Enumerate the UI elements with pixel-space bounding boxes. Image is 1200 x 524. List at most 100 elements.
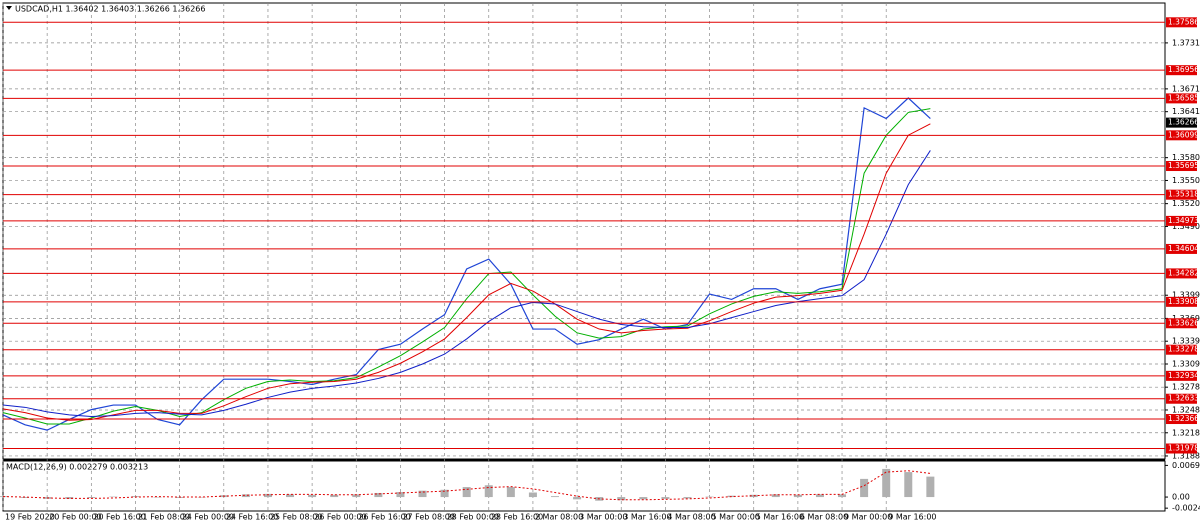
y-tick-label: 1.36410	[1172, 107, 1200, 116]
macd-bar	[21, 497, 30, 498]
macd-bar	[286, 494, 295, 498]
macd-bar	[396, 492, 405, 498]
x-tick-label: 4 Mar 08:00	[667, 513, 715, 522]
level-label-bg	[1166, 161, 1197, 172]
y-tick-label: 1.32785	[1172, 383, 1200, 392]
level-label: 1.31978	[1168, 444, 1199, 453]
level-label-bg	[1166, 243, 1197, 254]
x-tick-label: 28 Feb 16:00	[491, 513, 543, 522]
x-tick-label: 6 Mar 08:00	[800, 513, 848, 522]
macd-bar	[815, 494, 824, 498]
x-tick-label: 25 Feb 08:00	[270, 513, 322, 522]
macd-bar	[374, 492, 383, 498]
macd-bar	[109, 496, 118, 498]
macd-bar	[793, 494, 802, 498]
level-label: 1.35318	[1168, 190, 1199, 199]
y-tick-label: 1.32185	[1172, 428, 1200, 437]
moving-average	[2, 123, 931, 421]
level-label-bg	[1166, 344, 1197, 355]
chart-title: USDCAD,H1 1.36402 1.36403 1.36266 1.3626…	[15, 5, 205, 14]
level-label-bg	[1166, 414, 1197, 425]
y-tick-label: 1.32485	[1172, 405, 1200, 414]
x-tick-label: 9 Mar 00:00	[844, 513, 892, 522]
macd-bar	[838, 494, 847, 498]
level-label-bg	[1166, 215, 1197, 226]
macd-bar	[551, 496, 559, 498]
level-label: 1.34282	[1168, 268, 1199, 277]
macd-bar	[860, 478, 869, 498]
menu-icon[interactable]	[6, 6, 12, 10]
macd-bar	[528, 492, 537, 498]
level-label: 1.37586	[1168, 17, 1199, 26]
y-tick-label: 0.006972	[1172, 461, 1200, 470]
y-tick-label: 0.00	[1172, 493, 1190, 502]
moving-average	[2, 150, 931, 417]
level-label: 1.33626	[1168, 318, 1199, 327]
macd-bar	[639, 497, 648, 500]
y-tick-label: 1.35200	[1172, 199, 1200, 208]
y-tick-label: 1.34900	[1172, 222, 1200, 231]
y-tick-label: 1.36710	[1172, 84, 1200, 93]
x-tick-label: 27 Feb 08:00	[402, 513, 454, 522]
y-tick-label: -0.002444	[1172, 504, 1200, 513]
macd-bar	[904, 472, 913, 498]
current-price-label: 1.36266	[1168, 118, 1199, 127]
level-label-bg	[1166, 93, 1197, 104]
level-label-bg	[1166, 443, 1197, 454]
macd-title: MACD(12,26,9) 0.002279 0.003213	[6, 463, 148, 472]
macd-bar	[705, 496, 714, 498]
level-label: 1.33908	[1168, 297, 1199, 306]
macd-bar	[330, 494, 339, 498]
level-label-bg	[1166, 130, 1197, 141]
x-tick-label: 5 Mar 16:00	[756, 513, 804, 522]
macd-bar	[462, 487, 471, 498]
level-label: 1.36956	[1168, 65, 1199, 74]
macd-bar	[683, 497, 692, 499]
level-label-bg	[1166, 393, 1197, 404]
level-label-bg	[1166, 65, 1197, 76]
level-label: 1.33278	[1168, 345, 1199, 354]
x-tick-label: 3 Mar 00:00	[579, 513, 627, 522]
x-tick-label: 5 Mar 00:00	[712, 513, 760, 522]
y-tick-label: 1.35805	[1172, 153, 1200, 162]
macd-bar	[661, 497, 670, 499]
macd-bar	[771, 494, 780, 498]
x-tick-label: 24 Feb 16:00	[226, 513, 278, 522]
x-tick-label: 28 Feb 00:00	[447, 513, 499, 522]
level-label: 1.32934	[1168, 371, 1199, 380]
level-label-bg	[1166, 17, 1197, 28]
macd-bar	[352, 494, 361, 498]
y-tick-label: 1.33090	[1172, 360, 1200, 369]
macd-bar	[882, 468, 891, 498]
macd-bar	[418, 490, 427, 498]
y-tick-label: 1.35505	[1172, 176, 1200, 185]
macd-bar	[926, 476, 935, 498]
y-tick-label: 1.31880	[1172, 451, 1200, 460]
x-tick-label: 9 Mar 16:00	[888, 513, 936, 522]
y-tick-label: 1.33390	[1172, 337, 1200, 346]
level-label: 1.36099	[1168, 130, 1199, 139]
x-tick-label: 20 Feb 00:00	[49, 513, 101, 522]
x-tick-label: 20 Feb 16:00	[93, 513, 145, 522]
level-label: 1.35695	[1168, 161, 1199, 170]
level-label-bg	[1166, 268, 1197, 279]
level-label-bg	[1166, 318, 1197, 329]
level-label: 1.32366	[1168, 414, 1199, 423]
level-label: 1.36585	[1168, 93, 1199, 102]
macd-bar	[440, 489, 449, 498]
macd-bar	[87, 497, 96, 498]
macd-bar	[308, 494, 317, 498]
macd-bar	[263, 493, 272, 498]
level-label: 1.34604	[1168, 244, 1199, 253]
x-tick-label: 24 Feb 00:00	[182, 513, 234, 522]
macd-bar	[617, 497, 626, 501]
level-label-bg	[1166, 189, 1197, 200]
macd-bar	[484, 485, 493, 498]
level-label: 1.34973	[1168, 216, 1199, 225]
macd-bar	[197, 497, 206, 498]
x-tick-label: 26 Feb 16:00	[358, 513, 410, 522]
macd-bar	[506, 487, 515, 498]
x-tick-label: 2 Mar 08:00	[535, 513, 583, 522]
